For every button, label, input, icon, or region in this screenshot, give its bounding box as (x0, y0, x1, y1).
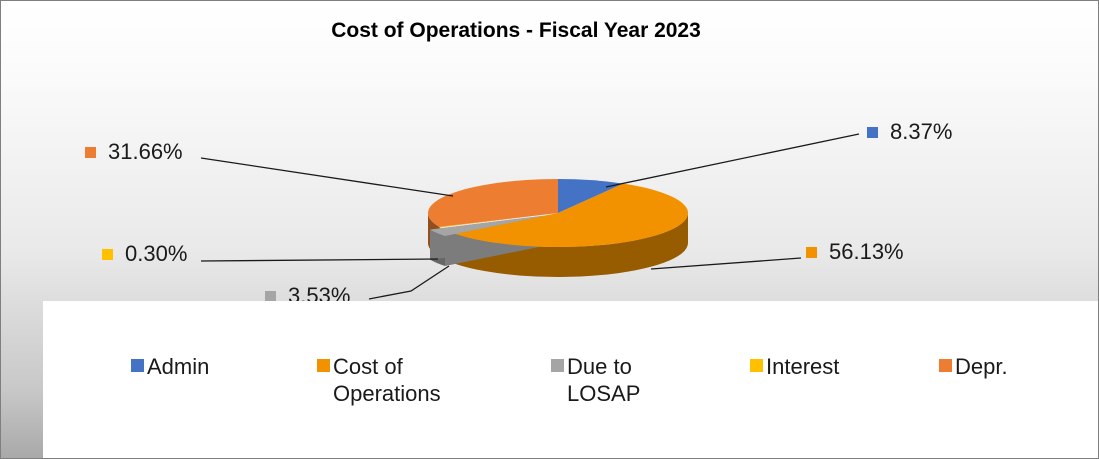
legend-item-interest: Interest (750, 353, 839, 380)
data-label-text: 0.30% (125, 241, 188, 266)
data-label-text: 8.37% (890, 119, 953, 144)
legend-item-depr: Depr. (939, 353, 1008, 380)
legend-swatch (551, 359, 564, 372)
leader-line-depr (200, 157, 454, 197)
legend-item-cost-of-operations: Cost of Operations (317, 353, 441, 407)
pie-slice-side-cost-of-operations (455, 213, 688, 277)
pie-slice-depr (428, 179, 558, 227)
data-label-swatch (265, 290, 276, 302)
pie-slice-cost-of-operations (455, 183, 689, 247)
data-label-admin: 8.37% (867, 119, 952, 145)
legend-label: Due to LOSAP (567, 354, 641, 406)
legend: Admin Cost of Operations Due to LOSAP Inte… (43, 301, 1098, 458)
legend-item-admin: Admin (131, 353, 209, 380)
leader-line-cost-of-operations (650, 257, 802, 270)
data-label-text: 31.66% (108, 139, 183, 164)
legend-swatch (939, 359, 952, 372)
legend-label: Depr. (955, 354, 1008, 379)
pie-plot (428, 179, 689, 277)
data-label-cost-of-operations: 56.13% (806, 239, 904, 265)
legend-item-due-to-losap: Due to LOSAP (551, 353, 640, 407)
data-label-interest: 0.30% (102, 241, 187, 267)
data-label-swatch (85, 146, 96, 158)
leader-line-interest (200, 258, 439, 262)
pie-slice-interest (439, 213, 558, 228)
data-label-depr: 31.66% (85, 139, 183, 165)
leader-line-admin (605, 133, 860, 188)
legend-swatch (750, 359, 763, 372)
legend-label: Admin (147, 354, 210, 379)
chart-title: Cost of Operations - Fiscal Year 2023 (331, 19, 701, 42)
data-label-swatch (102, 248, 113, 260)
legend-label: Interest (766, 354, 840, 379)
legend-swatch (131, 359, 144, 372)
data-label-swatch (806, 246, 817, 258)
pie-slice-admin (558, 179, 624, 213)
data-label-text: 56.13% (829, 239, 904, 264)
legend-label: Cost of Operations (333, 354, 441, 406)
data-label-swatch (867, 126, 878, 138)
leader-lines (200, 133, 860, 300)
leader-line-due-to-losap (368, 265, 450, 300)
legend-swatch (317, 359, 330, 372)
pie-slice-due-to-losap (430, 215, 548, 237)
